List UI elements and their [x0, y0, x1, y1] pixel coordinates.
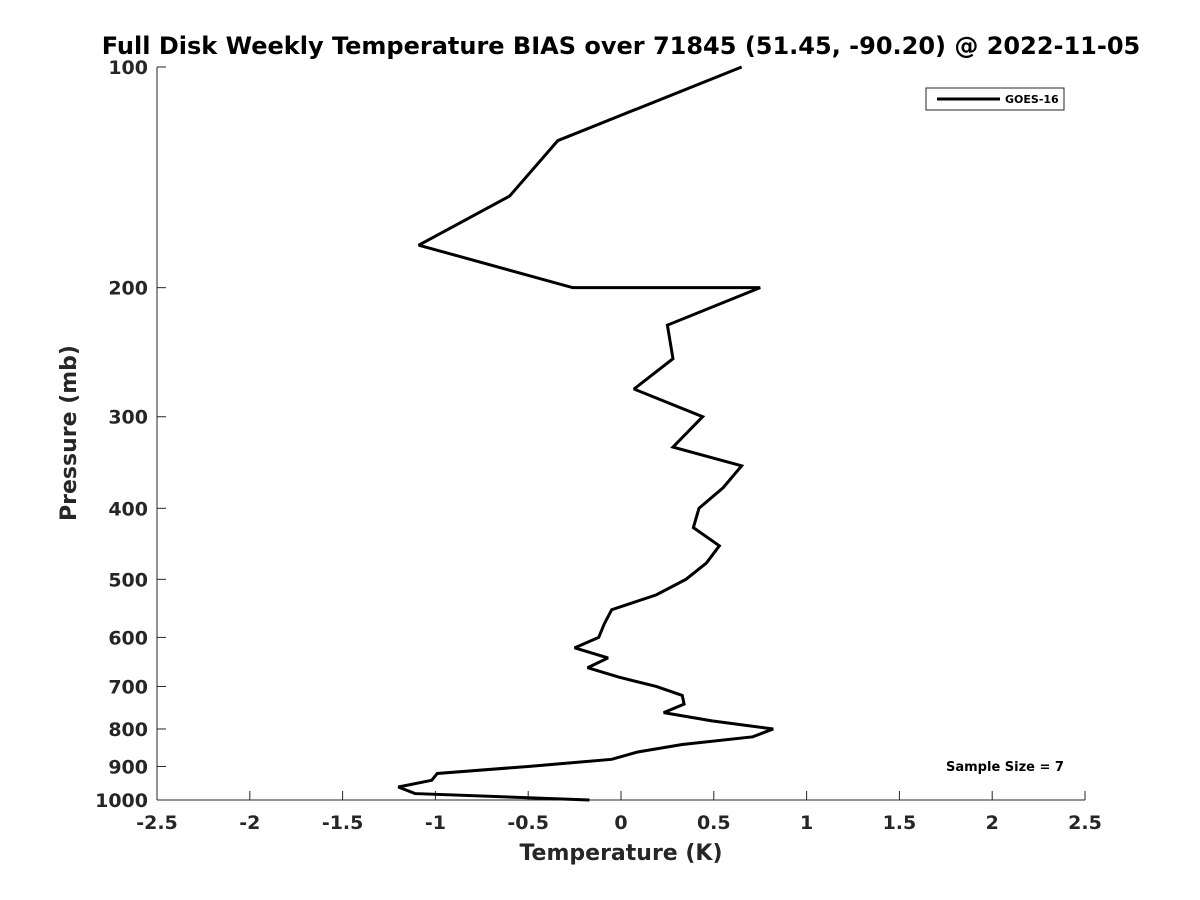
legend-label: GOES-16 [1005, 93, 1059, 106]
y-tick-label: 400 [108, 498, 148, 520]
plot-area: -2.5 -2 -1.5 -1 -0.5 0 0.5 1 1.5 2 2.5 100 200 300 40… [95, 57, 1102, 834]
sample-size-annotation: Sample Size = 7 [946, 760, 1064, 775]
y-tick-label: 900 [108, 756, 148, 778]
x-tick-label: 2 [986, 812, 999, 834]
x-tick-label: -1 [425, 812, 446, 834]
y-tick-label: 300 [108, 407, 148, 429]
x-tick-label: -2 [239, 812, 260, 834]
series-line-goes-16 [397, 65, 774, 802]
y-axis-label: Pressure (mb) [57, 345, 82, 521]
x-tick-label: -1.5 [322, 812, 364, 834]
legend: GOES-16 [925, 87, 1065, 111]
y-tick-label: 600 [108, 627, 148, 649]
x-tick-label: 0 [614, 812, 627, 834]
y-tick-label: 700 [108, 676, 148, 698]
x-tick-label: 0.5 [697, 812, 731, 834]
y-tick-label: 100 [108, 57, 148, 79]
x-tick-label: -0.5 [507, 812, 549, 834]
x-tick-label: 1.5 [883, 812, 917, 834]
x-ticks: -2.5 -2 -1.5 -1 -0.5 0 0.5 1 1.5 2 2.5 [136, 791, 1102, 834]
y-tick-label: 200 [108, 278, 148, 300]
y-tick-label: 500 [108, 569, 148, 591]
x-tick-label: -2.5 [136, 812, 178, 834]
y-tick-label: 1000 [95, 790, 148, 812]
series-layer [397, 65, 774, 802]
x-axis-label: Temperature (K) [519, 841, 722, 866]
y-tick-label: 800 [108, 719, 148, 741]
chart-title: Full Disk Weekly Temperature BIAS over 7… [102, 32, 1141, 60]
x-tick-label: 2.5 [1068, 812, 1102, 834]
x-tick-label: 1 [800, 812, 813, 834]
y-ticks: 100 200 300 400 500 600 700 800 900 1000 [95, 57, 166, 812]
